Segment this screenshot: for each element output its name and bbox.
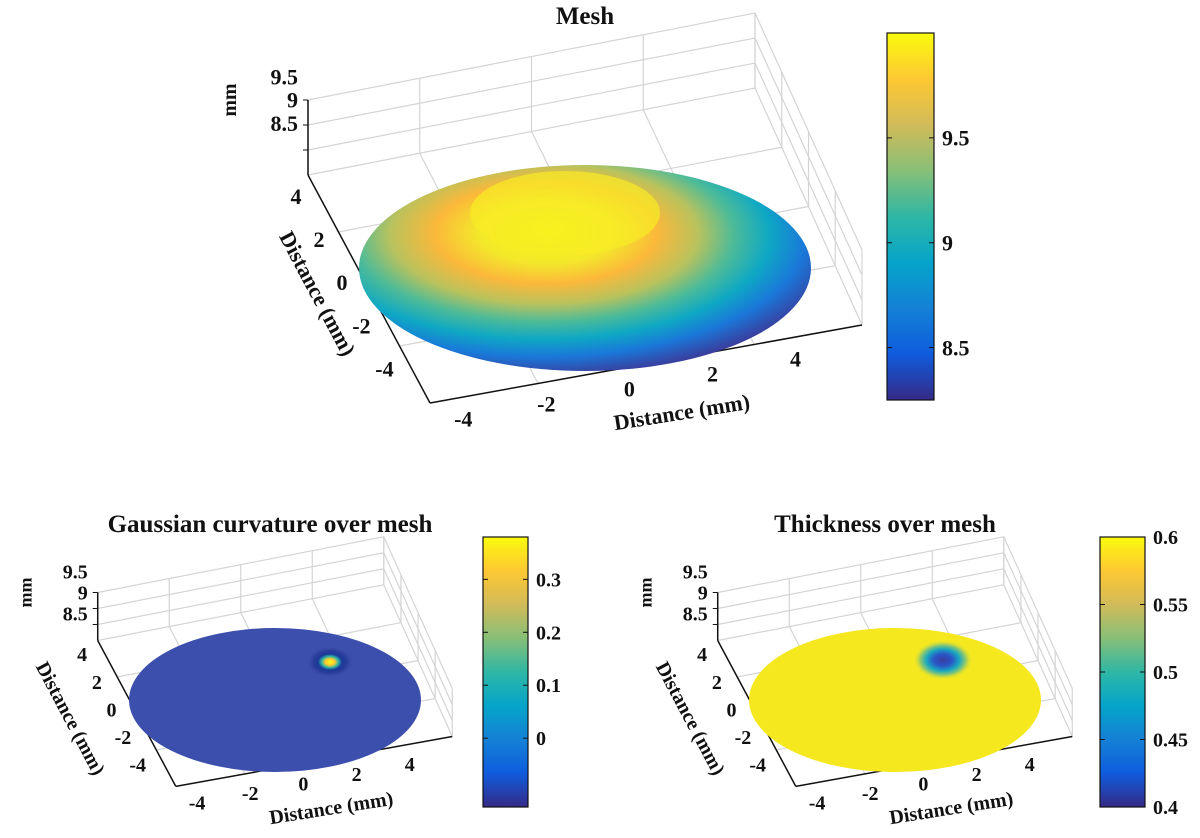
- x-tick-label: 4: [1025, 754, 1035, 776]
- z-tick-label: 9: [78, 582, 88, 604]
- surface-peak: [470, 171, 660, 255]
- z-axis-label: mm: [16, 577, 36, 607]
- z-tick-label: 9.5: [63, 561, 88, 583]
- gridline: [307, 37, 863, 276]
- z-tick-label: 9.5: [683, 561, 708, 583]
- y-tick-label: -4: [375, 356, 393, 381]
- colorbar-tick-label: 0.1: [536, 675, 561, 697]
- y-tick-label: -4: [749, 754, 766, 776]
- gridline: [307, 62, 863, 301]
- z-axis-label: mm: [219, 83, 241, 116]
- x-tick-label: 0: [624, 377, 635, 402]
- gridline: [717, 584, 1073, 737]
- y-tick-label: -2: [352, 313, 370, 338]
- x-tick-label: -2: [862, 783, 879, 805]
- colorbar-tick-label: 9: [942, 230, 953, 255]
- chart-title: Thickness over mesh: [774, 511, 996, 538]
- y-tick-label: 2: [712, 672, 722, 694]
- colorbar-tick-label: 0.5: [1153, 662, 1178, 684]
- colorbar-tick-label: 9.5: [942, 126, 970, 151]
- x-tick-label: -4: [189, 793, 206, 815]
- z-tick-label: 8.5: [683, 603, 708, 625]
- y-tick-label: 2: [92, 672, 102, 694]
- colorbar: [482, 536, 529, 808]
- gridline: [97, 584, 453, 737]
- x-tick-label: 2: [352, 764, 362, 786]
- x-axis-label: Distance (mm): [268, 788, 395, 829]
- surface: [749, 628, 1041, 772]
- z-tick-label: 8.5: [63, 603, 88, 625]
- z-axis-label: mm: [636, 577, 656, 607]
- z-tick-label: 9: [287, 88, 298, 113]
- x-tick-label: -4: [454, 407, 472, 432]
- y-tick-label: -2: [115, 727, 132, 749]
- y-tick-label: 0: [107, 699, 117, 721]
- x-tick-label: 2: [972, 764, 982, 786]
- y-tick-label: -2: [735, 727, 752, 749]
- gridline: [717, 552, 1073, 705]
- y-tick-label: 4: [291, 184, 302, 209]
- x-axis-label: Distance (mm): [888, 788, 1015, 829]
- colorbar-tick-label: 0.4: [1153, 797, 1178, 819]
- y-tick-label: 2: [314, 227, 325, 252]
- x-tick-label: -4: [809, 793, 826, 815]
- y-tick-label: 4: [77, 644, 87, 666]
- surface-feature: [913, 640, 973, 680]
- colorbar-tick-label: 0.55: [1153, 595, 1188, 617]
- colorbar: [886, 32, 935, 401]
- x-tick-label: 4: [790, 347, 801, 372]
- x-tick-label: 4: [405, 754, 415, 776]
- gridline: [307, 12, 863, 251]
- gridline: [97, 536, 453, 689]
- surface: [129, 628, 421, 772]
- y-tick-label: 0: [337, 270, 348, 295]
- colorbar: [1099, 536, 1146, 808]
- surface-feature: [306, 646, 354, 678]
- z-tick-label: 8.5: [271, 111, 299, 136]
- z-tick-label: 9.5: [271, 65, 299, 90]
- y-tick-label: -4: [129, 754, 146, 776]
- gridline: [307, 87, 863, 326]
- gridline: [717, 568, 1073, 721]
- colorbar-tick-label: 0.45: [1153, 730, 1188, 752]
- gridline: [717, 536, 1073, 689]
- chart-title: Gaussian curvature over mesh: [108, 511, 433, 538]
- x-tick-label: -2: [537, 392, 555, 417]
- x-tick-label: 2: [707, 362, 718, 387]
- colorbar-tick-label: 0.2: [536, 622, 561, 644]
- colorbar-tick-label: 8.5: [942, 335, 970, 360]
- y-tick-label: 4: [697, 644, 707, 666]
- colorbar-tick-label: 0.6: [1153, 527, 1178, 549]
- colorbar-tick-label: 0.3: [536, 569, 561, 591]
- chart-title: Mesh: [556, 3, 614, 30]
- z-tick-label: 9: [698, 582, 708, 604]
- gridline: [97, 568, 453, 721]
- y-tick-label: 0: [727, 699, 737, 721]
- x-tick-label: -2: [242, 783, 259, 805]
- gridline: [97, 552, 453, 705]
- x-tick-label: 0: [918, 773, 928, 795]
- colorbar-tick-label: 0: [536, 728, 546, 750]
- x-tick-label: 0: [298, 773, 308, 795]
